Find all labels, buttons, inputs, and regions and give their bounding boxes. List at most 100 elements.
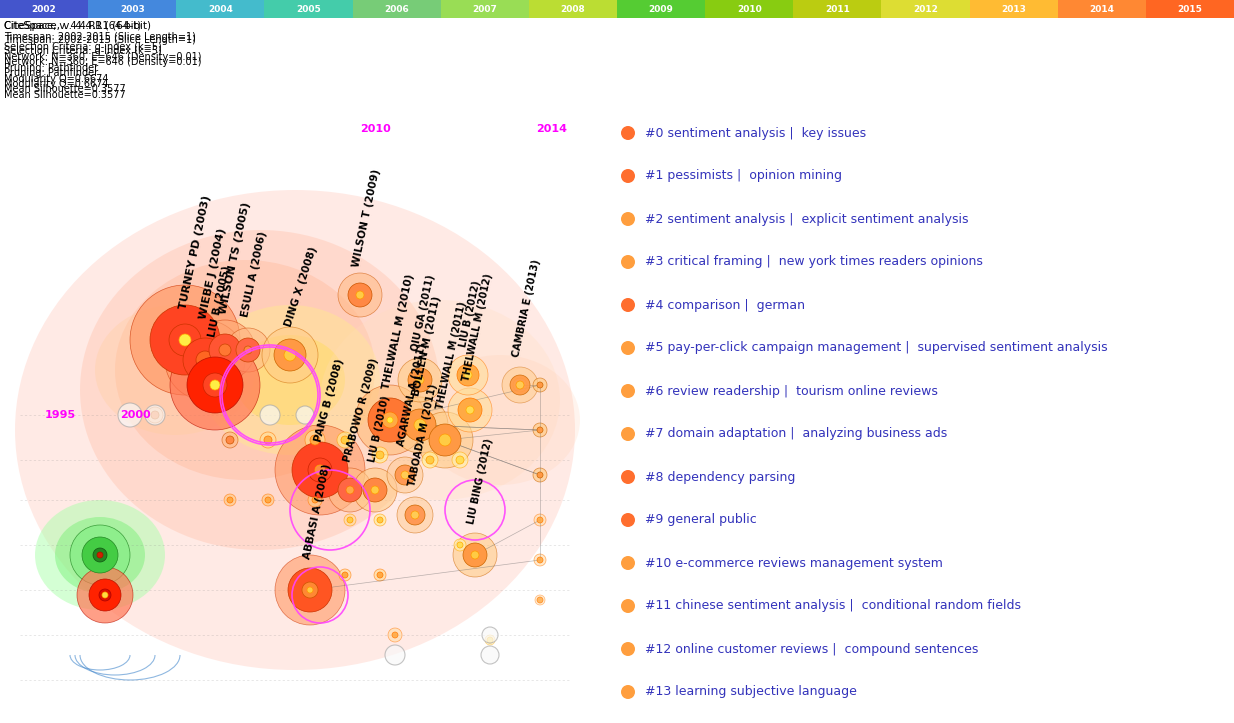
Bar <box>353 0 441 18</box>
Circle shape <box>457 456 464 464</box>
Circle shape <box>482 627 499 643</box>
Ellipse shape <box>80 230 441 550</box>
Circle shape <box>392 397 448 453</box>
Text: Network: N=360, E=646 (Density=0.01): Network: N=360, E=646 (Density=0.01) <box>4 53 201 62</box>
Text: Modularity Q=0.6674: Modularity Q=0.6674 <box>4 79 109 89</box>
Circle shape <box>453 533 497 577</box>
Circle shape <box>537 427 543 433</box>
Circle shape <box>342 572 348 578</box>
Circle shape <box>284 349 296 361</box>
Circle shape <box>308 493 322 507</box>
Text: #10 e-commerce reviews management system: #10 e-commerce reviews management system <box>645 557 943 570</box>
Text: #4 comparison |  german: #4 comparison | german <box>645 299 805 312</box>
Ellipse shape <box>200 305 380 455</box>
Text: 2013: 2013 <box>1001 4 1027 14</box>
Text: 2000: 2000 <box>120 410 151 420</box>
Ellipse shape <box>234 335 346 425</box>
Text: CiteSpace, v. 4.4.R1 (64-bit): CiteSpace, v. 4.4.R1 (64-bit) <box>4 21 141 31</box>
Text: 2012: 2012 <box>913 4 938 14</box>
Circle shape <box>188 342 223 378</box>
Circle shape <box>408 413 432 437</box>
Text: LIU B (2005): LIU B (2005) <box>207 265 232 338</box>
Bar <box>881 0 970 18</box>
Circle shape <box>471 551 479 559</box>
Text: LIU BING (2012): LIU BING (2012) <box>466 437 494 525</box>
Text: #5 pay-per-click campaign management |  supervised sentiment analysis: #5 pay-per-click campaign management | s… <box>645 341 1108 354</box>
Circle shape <box>426 456 434 464</box>
Text: #8 dependency parsing: #8 dependency parsing <box>645 471 796 484</box>
Ellipse shape <box>95 305 255 435</box>
Circle shape <box>344 514 355 526</box>
Text: #2 sentiment analysis |  explicit sentiment analysis: #2 sentiment analysis | explicit sentime… <box>645 213 969 226</box>
Circle shape <box>292 442 348 498</box>
Text: LIU B (2010): LIU B (2010) <box>368 395 391 463</box>
Circle shape <box>621 427 636 441</box>
Text: 2014: 2014 <box>1090 4 1114 14</box>
Text: WILSON T (2009): WILSON T (2009) <box>352 168 381 268</box>
Circle shape <box>130 285 239 395</box>
Text: Timespan: 2002-2015 (Slice Length=1): Timespan: 2002-2015 (Slice Length=1) <box>4 35 196 45</box>
Circle shape <box>621 212 636 226</box>
Circle shape <box>537 472 543 478</box>
Text: LIU B (2012): LIU B (2012) <box>458 280 482 348</box>
Circle shape <box>70 525 130 585</box>
Circle shape <box>405 505 424 525</box>
Circle shape <box>374 569 386 581</box>
Text: CAMBRIA E (2013): CAMBRIA E (2013) <box>511 259 542 358</box>
Circle shape <box>97 552 102 558</box>
Circle shape <box>371 447 387 463</box>
Text: WIEBE J (2004): WIEBE J (2004) <box>199 227 227 320</box>
Ellipse shape <box>15 190 575 670</box>
Circle shape <box>218 344 231 356</box>
Circle shape <box>387 628 402 642</box>
Bar <box>970 0 1058 18</box>
Circle shape <box>399 358 442 402</box>
Circle shape <box>151 305 220 375</box>
Circle shape <box>193 363 237 407</box>
Circle shape <box>99 589 111 601</box>
Circle shape <box>387 417 392 423</box>
Circle shape <box>262 494 274 506</box>
Circle shape <box>363 478 387 502</box>
Circle shape <box>411 511 420 519</box>
Circle shape <box>288 568 332 612</box>
Ellipse shape <box>35 500 165 610</box>
Circle shape <box>458 398 482 422</box>
Circle shape <box>516 381 524 389</box>
Ellipse shape <box>320 300 560 500</box>
Text: #11 chinese sentiment analysis |  conditional random fields: #11 chinese sentiment analysis | conditi… <box>645 599 1021 612</box>
Circle shape <box>433 428 457 452</box>
Circle shape <box>165 320 246 400</box>
Circle shape <box>222 432 238 448</box>
Circle shape <box>213 338 237 362</box>
Circle shape <box>462 401 479 419</box>
Circle shape <box>100 590 110 600</box>
Text: #7 domain adaptation |  analyzing business ads: #7 domain adaptation | analyzing busines… <box>645 427 948 440</box>
Circle shape <box>397 497 433 533</box>
Circle shape <box>346 486 354 494</box>
Bar <box>793 0 881 18</box>
Text: PANG B (2008): PANG B (2008) <box>313 358 346 443</box>
Bar <box>617 0 705 18</box>
Circle shape <box>460 367 476 383</box>
Circle shape <box>392 632 399 638</box>
Bar <box>176 0 264 18</box>
Circle shape <box>429 424 462 456</box>
Circle shape <box>439 434 450 446</box>
Text: 2004: 2004 <box>207 4 233 14</box>
Circle shape <box>466 546 484 564</box>
Circle shape <box>308 458 332 482</box>
Text: QIU GA (2011): QIU GA (2011) <box>410 274 436 352</box>
Text: TABOADA M (2011): TABOADA M (2011) <box>407 383 438 487</box>
Bar <box>0 0 88 18</box>
Bar <box>441 0 529 18</box>
Circle shape <box>102 592 109 598</box>
Text: THELWALL M (2011): THELWALL M (2011) <box>436 301 468 410</box>
Circle shape <box>378 517 383 523</box>
Text: BOLLEN M (2011): BOLLEN M (2011) <box>411 295 442 397</box>
Circle shape <box>353 468 397 512</box>
Text: Modularity Q=0.6674: Modularity Q=0.6674 <box>4 74 109 83</box>
Circle shape <box>401 471 408 479</box>
Circle shape <box>399 468 412 482</box>
Circle shape <box>179 334 191 346</box>
